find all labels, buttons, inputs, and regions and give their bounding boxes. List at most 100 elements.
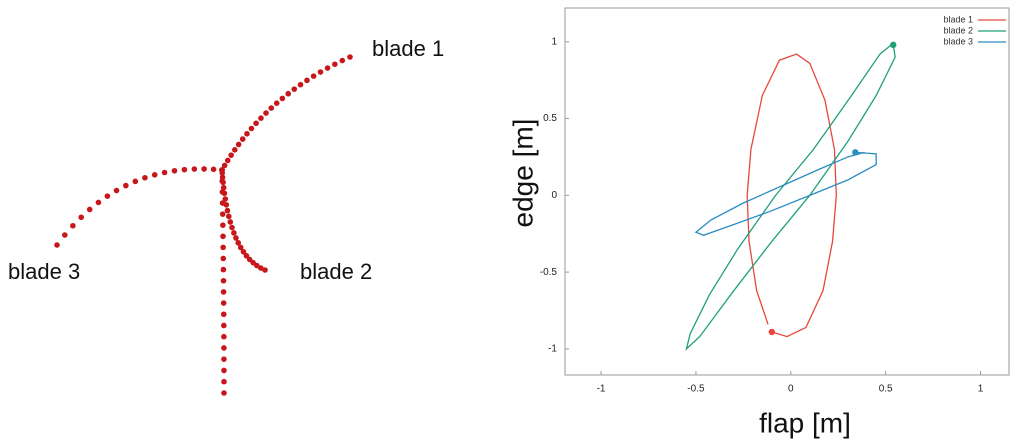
plot-frame <box>564 7 1010 376</box>
blade-dot <box>229 224 235 231</box>
x-axis-label: flap [m] <box>759 407 851 438</box>
blade-dot <box>220 222 226 228</box>
blade-dot <box>104 193 111 199</box>
blade-dot <box>240 248 247 255</box>
blade-dot <box>221 322 227 329</box>
y-tick-label: 0.5 <box>543 113 557 124</box>
blade-dot <box>219 167 225 173</box>
blade-dot <box>220 184 227 191</box>
blade-dot <box>244 130 250 137</box>
y-tick-label: -1 <box>548 344 557 355</box>
series-line <box>694 151 877 236</box>
blade-dot <box>227 219 234 225</box>
blade-dot <box>70 222 76 229</box>
y-tick-label: 0 <box>551 190 557 201</box>
blade-dot <box>339 57 346 64</box>
blade-dot <box>297 81 304 88</box>
legend-label: blade 1 <box>943 14 973 24</box>
blade-dot <box>151 172 158 178</box>
blade-label: blade 3 <box>8 259 80 284</box>
blade-dot <box>221 356 227 362</box>
blade-label: blade 1 <box>372 36 444 61</box>
blade-dot <box>332 61 338 68</box>
blade-dot <box>54 242 60 248</box>
blade-dot <box>220 244 226 251</box>
blade-dot <box>258 115 264 121</box>
blade-dot <box>324 65 331 71</box>
blade-dot <box>224 207 231 214</box>
blade-dot <box>210 166 217 173</box>
blade-dot <box>142 174 148 181</box>
blade-dot <box>220 311 227 318</box>
blade-label: blade 2 <box>300 259 372 284</box>
blade-dot <box>161 169 168 176</box>
blade-dot <box>113 187 120 194</box>
y-tick-label: 1 <box>551 36 557 47</box>
blade-dot <box>231 147 238 153</box>
blade-dot <box>257 265 264 271</box>
blade-dot <box>253 120 259 127</box>
blade-dot <box>221 378 227 385</box>
legend-label: blade 2 <box>943 25 973 35</box>
series-line <box>685 44 896 351</box>
blade-dot <box>222 196 229 202</box>
blade-dot <box>231 230 237 236</box>
blade-dot <box>243 252 250 259</box>
start-marker <box>852 149 859 156</box>
start-marker <box>890 41 897 49</box>
blade-dot <box>220 233 226 240</box>
x-tick-label: -0.5 <box>687 384 705 395</box>
blade-dot <box>317 69 324 75</box>
blade-dot <box>273 100 280 106</box>
blade-dot <box>235 240 242 246</box>
blade-dot <box>347 54 353 60</box>
blade-dot <box>220 289 227 295</box>
blade-dot <box>237 244 244 251</box>
blade-dot <box>221 367 227 374</box>
blade-dot <box>191 166 198 172</box>
blade-dot <box>225 213 232 220</box>
series-line <box>746 53 837 338</box>
x-tick-label: 0 <box>788 384 794 395</box>
blade-dot <box>62 232 68 238</box>
blade-dot <box>239 136 246 142</box>
blade-dot <box>228 152 234 158</box>
y-axis-label: edge [m] <box>507 119 538 228</box>
blade-dot <box>221 162 228 169</box>
x-tick-label: 1 <box>978 384 984 395</box>
x-tick-label: 0.5 <box>879 384 893 395</box>
blade-dot <box>221 333 227 340</box>
blade-dot <box>262 267 268 273</box>
blade-dot <box>86 206 93 213</box>
blade-dot <box>219 200 226 206</box>
blade-dot <box>78 214 84 221</box>
blade-dot <box>220 300 227 306</box>
x-tick-label: -1 <box>597 384 606 395</box>
blade-dot <box>233 235 239 241</box>
blade-dot <box>235 141 242 148</box>
blade-dot <box>132 178 139 185</box>
blade-dot <box>248 125 255 132</box>
blade-dot <box>263 110 269 116</box>
blade-dot <box>220 266 227 273</box>
blade-dot <box>219 211 226 217</box>
blade-dot <box>310 73 317 79</box>
blade-dot <box>201 166 207 172</box>
blade-dot <box>220 277 227 284</box>
blade-dot <box>95 199 102 206</box>
y-tick-label: -0.5 <box>540 267 558 278</box>
start-marker <box>768 328 776 336</box>
blade-dot <box>123 182 129 189</box>
legend-label: blade 3 <box>943 36 973 46</box>
blade-dot <box>171 167 178 174</box>
blade-dot <box>220 255 227 262</box>
blade-dot <box>219 178 225 184</box>
blade-dot <box>221 345 227 351</box>
blade-dot <box>291 86 298 92</box>
blade-dot <box>268 105 275 111</box>
blade-dot <box>224 157 231 164</box>
blade-dot <box>279 95 286 102</box>
blade-dot <box>221 390 227 396</box>
